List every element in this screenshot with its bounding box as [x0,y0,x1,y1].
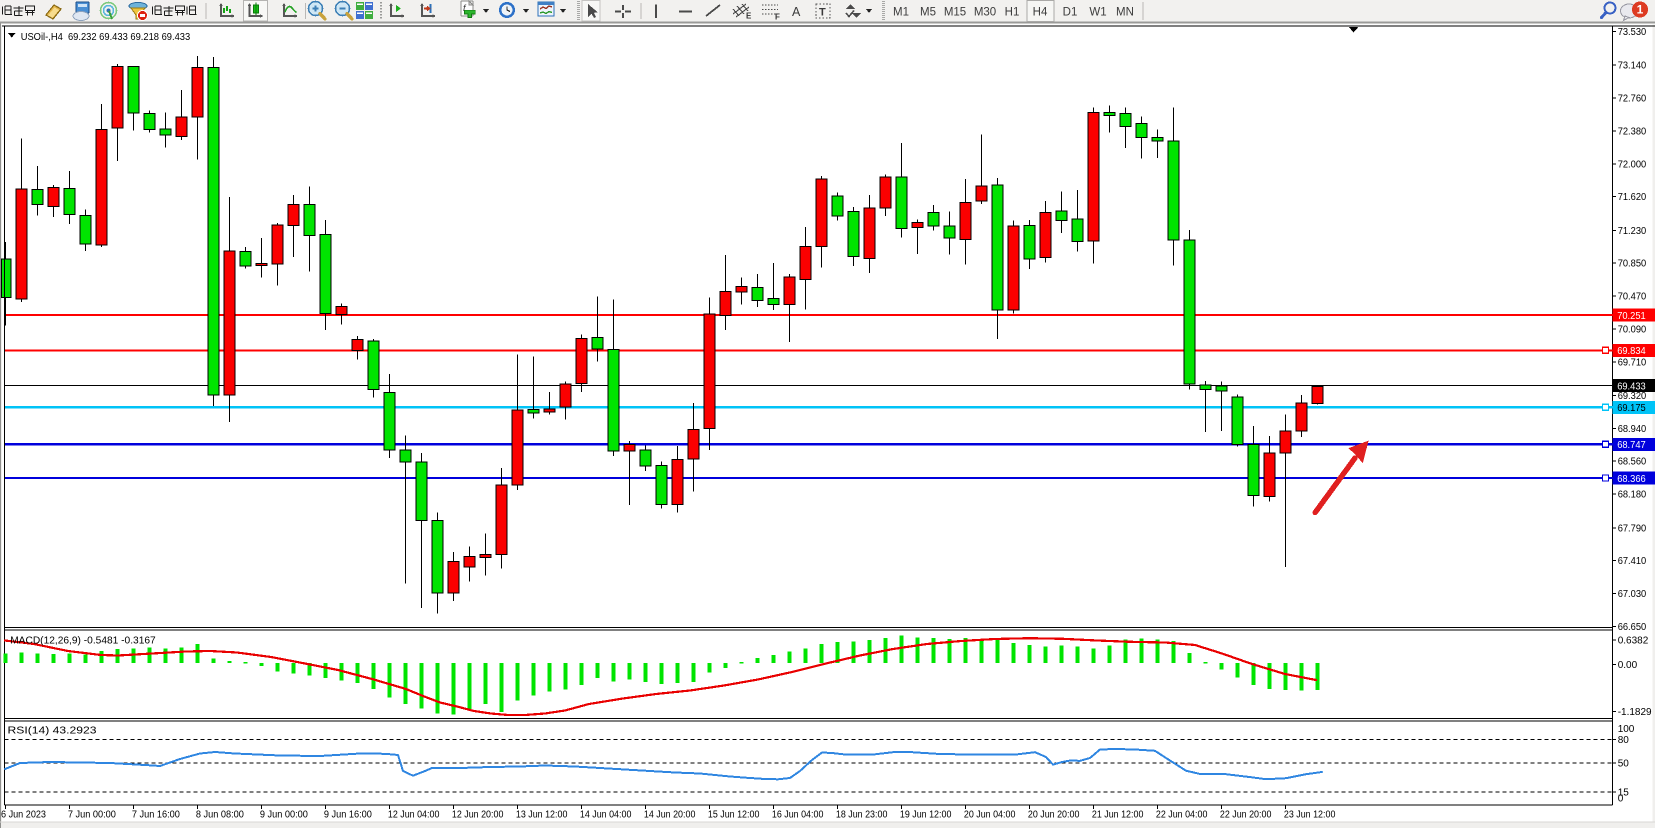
svg-text:1: 1 [1637,3,1644,17]
svg-text:71.230: 71.230 [1618,226,1647,237]
svg-text:68.180: 68.180 [1618,490,1647,501]
svg-text:M5: M5 [920,7,936,19]
svg-text:T: T [819,7,826,19]
svg-text:69.175: 69.175 [1617,403,1646,414]
svg-text:7 Jun 16:00: 7 Jun 16:00 [132,810,180,821]
svg-text:F: F [775,13,780,22]
svg-text:20 Jun 20:00: 20 Jun 20:00 [1028,810,1080,821]
svg-text:73.530: 73.530 [1618,27,1647,38]
svg-text:MN: MN [1116,7,1134,19]
svg-text:14 Jun 20:00: 14 Jun 20:00 [644,810,696,821]
svg-text:0.6382: 0.6382 [1618,636,1649,647]
svg-text:70.090: 70.090 [1618,324,1647,335]
svg-text:M1: M1 [893,7,909,19]
svg-text:E: E [746,12,752,21]
svg-text:15: 15 [1618,788,1630,799]
svg-text:RSI(14) 43.2923: RSI(14) 43.2923 [8,725,97,737]
svg-text:67.030: 67.030 [1618,589,1647,600]
svg-text:50: 50 [1618,758,1630,769]
svg-text:21 Jun 12:00: 21 Jun 12:00 [1092,810,1144,821]
svg-text:70.251: 70.251 [1617,311,1646,322]
svg-text:68.560: 68.560 [1618,457,1647,468]
svg-text:16 Jun 04:00: 16 Jun 04:00 [772,810,824,821]
svg-text:18 Jun 23:00: 18 Jun 23:00 [836,810,888,821]
svg-text:72.000: 72.000 [1618,159,1647,170]
svg-text:9 Jun 00:00: 9 Jun 00:00 [260,810,308,821]
svg-text:9 Jun 16:00: 9 Jun 16:00 [324,810,372,821]
svg-text:67.410: 67.410 [1618,556,1647,567]
svg-text:12 Jun 04:00: 12 Jun 04:00 [388,810,440,821]
svg-text:69.710: 69.710 [1618,357,1647,368]
svg-text:66.650: 66.650 [1618,622,1647,633]
svg-text:72.380: 72.380 [1618,126,1647,137]
svg-text:22 Jun 04:00: 22 Jun 04:00 [1156,810,1208,821]
svg-text:MACD(12,26,9) -0.5481 -0.3167: MACD(12,26,9) -0.5481 -0.3167 [10,635,156,647]
svg-text:M15: M15 [944,7,966,19]
svg-text:68.366: 68.366 [1617,474,1646,485]
svg-text:71.620: 71.620 [1618,192,1647,203]
svg-text:70.850: 70.850 [1618,259,1647,270]
svg-text:-1.1829: -1.1829 [1618,707,1652,718]
svg-text:68.747: 68.747 [1617,440,1646,451]
svg-text:73.140: 73.140 [1618,61,1647,72]
svg-text:72.760: 72.760 [1618,94,1647,105]
svg-text:15 Jun 12:00: 15 Jun 12:00 [708,810,760,821]
svg-text:8 Jun 08:00: 8 Jun 08:00 [196,810,244,821]
svg-text:20 Jun 04:00: 20 Jun 04:00 [964,810,1016,821]
svg-text:67.790: 67.790 [1618,523,1647,534]
svg-text:A: A [792,5,801,19]
svg-text:H4: H4 [1033,7,1048,19]
svg-text:23 Jun 12:00: 23 Jun 12:00 [1284,810,1336,821]
svg-text:0: 0 [1618,794,1624,805]
svg-text:22 Jun 20:00: 22 Jun 20:00 [1220,810,1272,821]
svg-text:W1: W1 [1089,7,1106,19]
svg-text:H1: H1 [1005,7,1020,19]
svg-text:M30: M30 [974,7,996,19]
svg-text:6 Jun 2023: 6 Jun 2023 [1,810,46,821]
svg-text:12 Jun 20:00: 12 Jun 20:00 [452,810,504,821]
svg-text:100: 100 [1618,724,1635,735]
svg-text:70.470: 70.470 [1618,292,1647,303]
svg-text:0.00: 0.00 [1618,660,1638,671]
svg-text:14 Jun 04:00: 14 Jun 04:00 [580,810,632,821]
svg-text:69.433: 69.433 [1617,382,1646,393]
svg-text:13 Jun 12:00: 13 Jun 12:00 [516,810,568,821]
svg-text:19 Jun 12:00: 19 Jun 12:00 [900,810,952,821]
svg-text:USOil-,H4 69.232 69.433 69.21: USOil-,H4 69.232 69.433 69.218 69.433 [21,31,191,43]
svg-text:69.834: 69.834 [1617,346,1646,357]
svg-text:D1: D1 [1063,7,1078,19]
svg-text:f: f [463,3,467,13]
svg-text:7 Jun 00:00: 7 Jun 00:00 [68,810,116,821]
svg-text:69.320: 69.320 [1618,391,1647,402]
svg-text:80: 80 [1618,735,1630,746]
svg-text:68.940: 68.940 [1618,424,1647,435]
